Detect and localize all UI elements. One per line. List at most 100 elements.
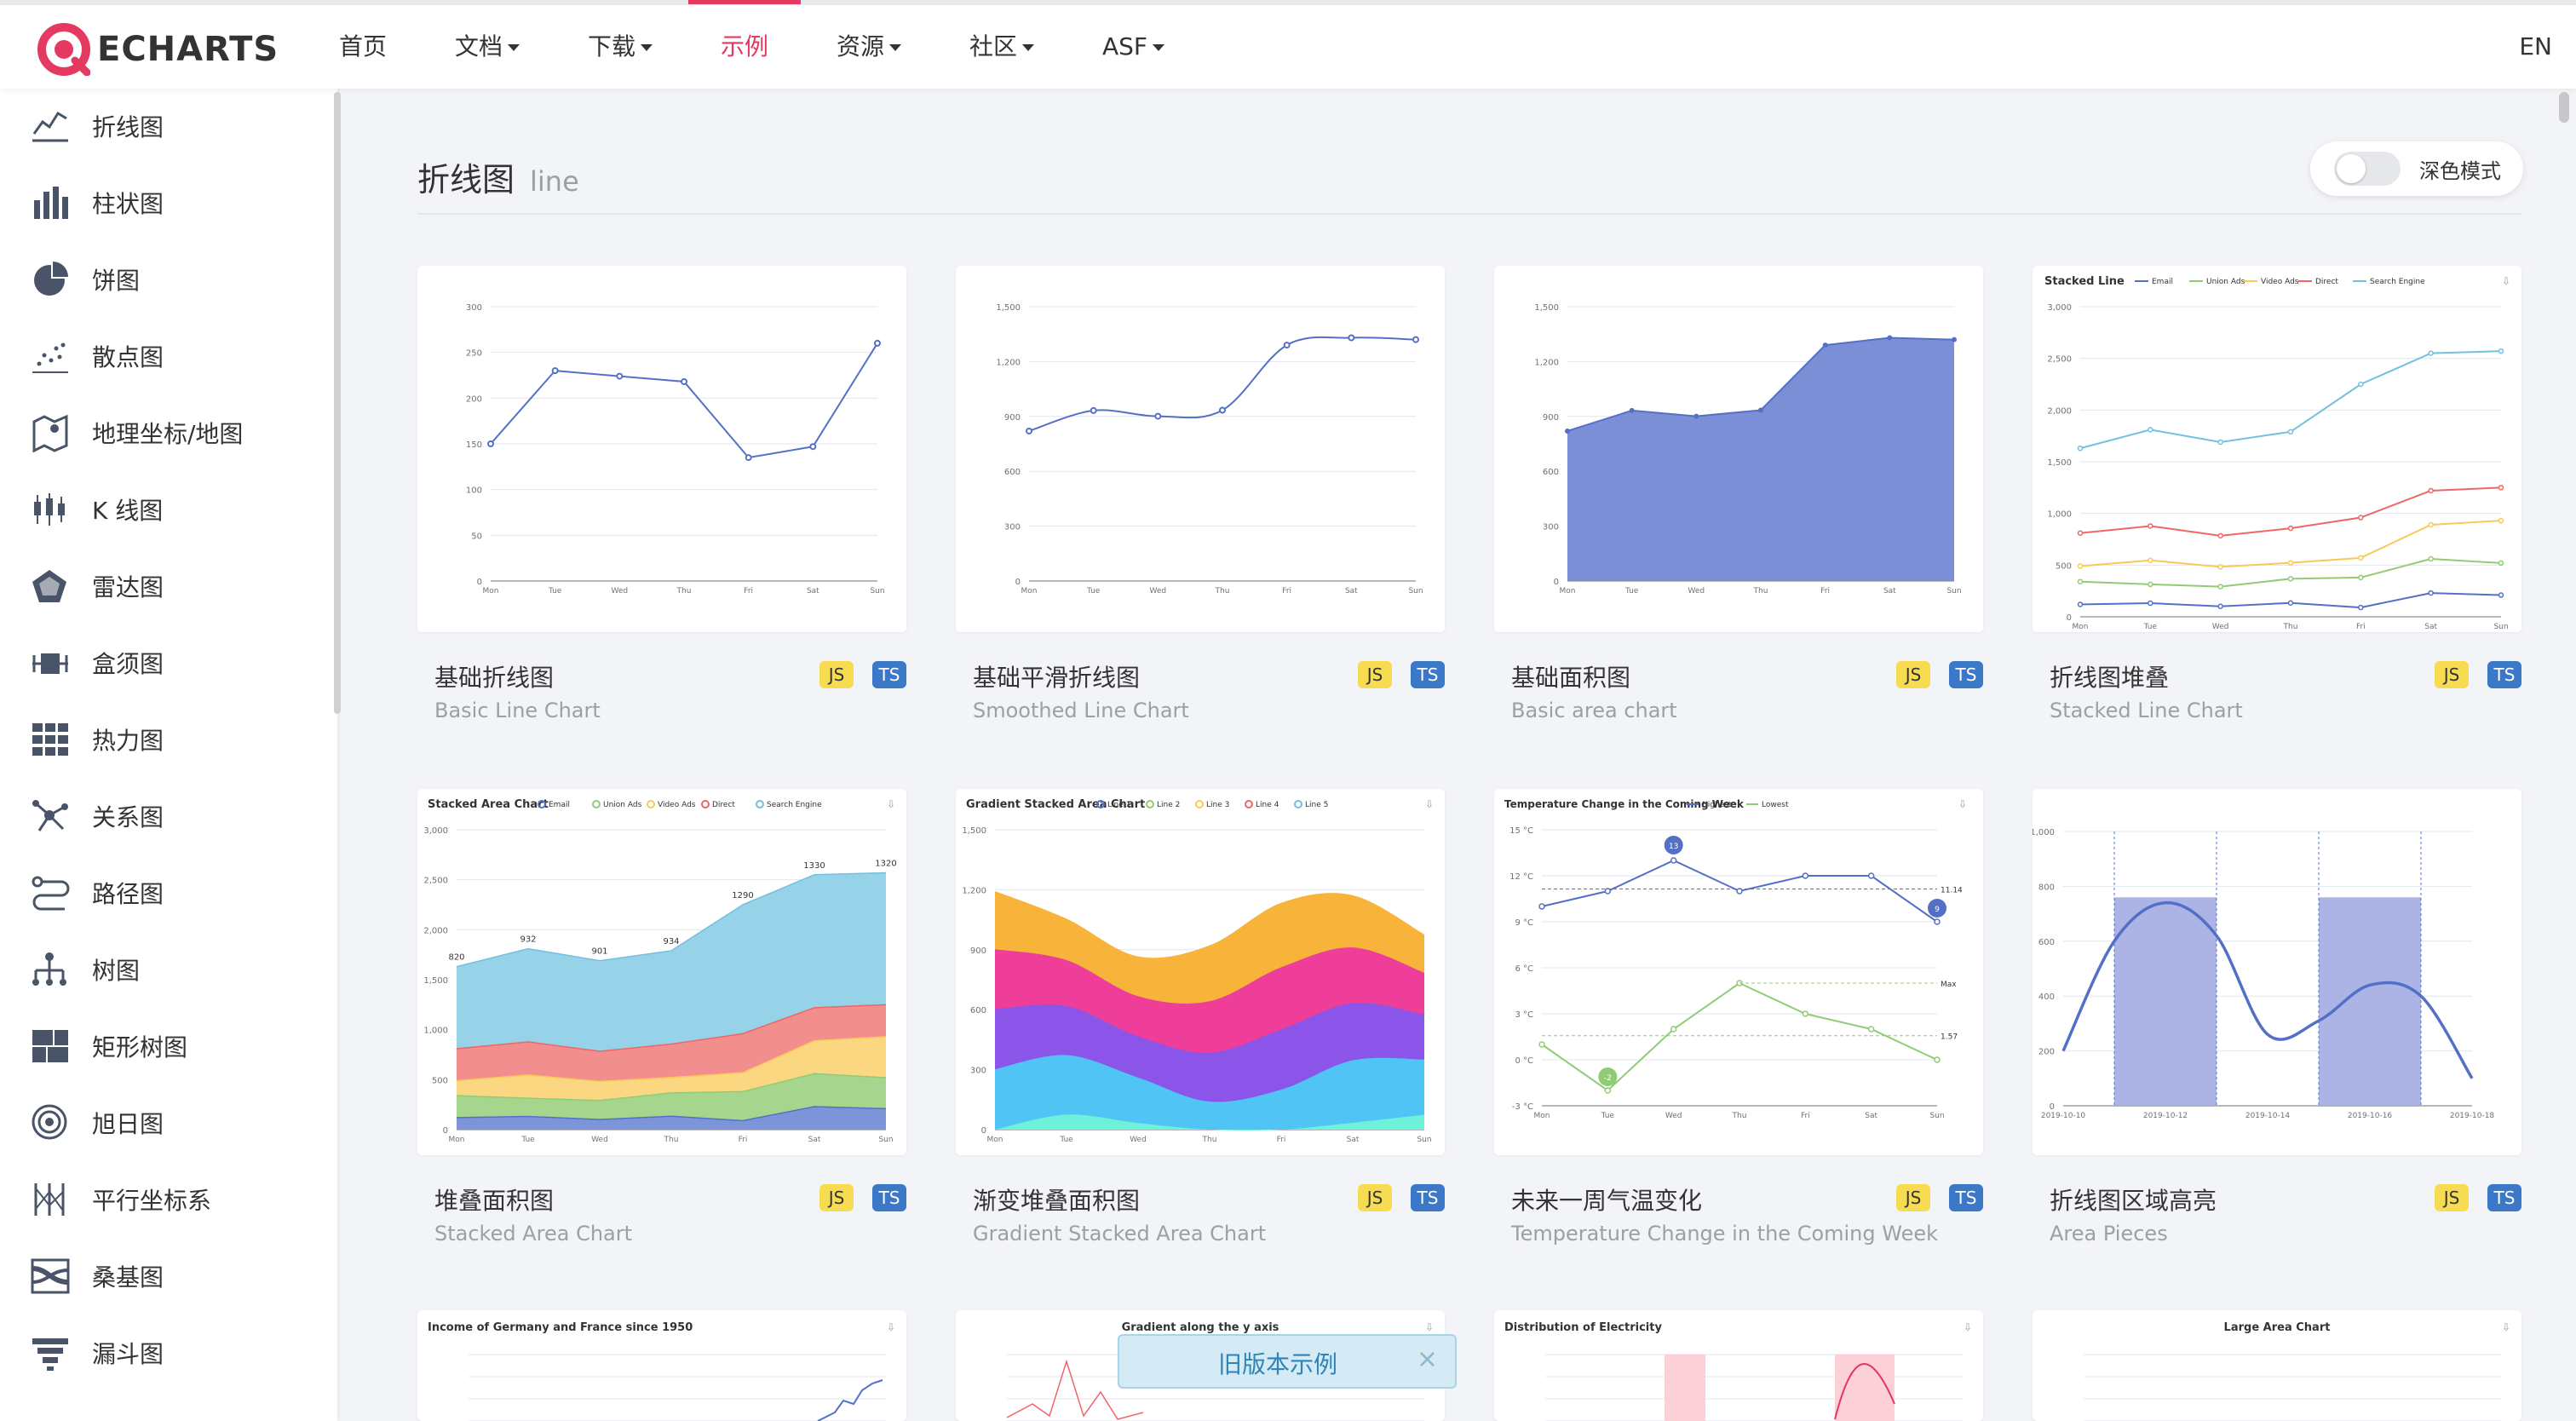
nav-examples[interactable]: 示例 (687, 0, 802, 94)
legend-entry: Line 5 (1305, 801, 1328, 809)
toggle-switch[interactable] (2334, 152, 2401, 186)
sidebar-item-scatter-chart[interactable]: 散点图 (31, 331, 164, 382)
example-thumbnail[interactable]: 0 50 100 150 200 250 300 Mon Tue Wed Thu Fri Sat Sun (417, 266, 906, 632)
sidebar-item-lines[interactable]: 路径图 (31, 867, 164, 918)
x-tick-label: Sat (808, 1136, 821, 1144)
legend-swatch (756, 800, 764, 808)
sidebar-item-line-chart[interactable]: 折线图 (31, 101, 164, 152)
nav-community[interactable]: 社区 (969, 5, 1035, 94)
example-thumbnail[interactable]: Distribution of Electricity ⇩ (1494, 1310, 1983, 1421)
ts-badge[interactable]: TS (1949, 1184, 1983, 1211)
nav-download[interactable]: 下载 (588, 5, 653, 94)
data-point (2148, 600, 2153, 607)
sidebar-item-sunburst[interactable]: 旭日图 (31, 1097, 164, 1148)
example-thumbnail[interactable]: 0 300 600 900 1,200 1,500 Mon Tue Wed Thu Fri Sat Su… (956, 266, 1445, 632)
sidebar-item-pie-chart[interactable]: 饼图 (31, 254, 140, 305)
js-badge[interactable]: JS (2435, 661, 2469, 688)
example-title[interactable]: 堆叠面积图 (434, 1187, 555, 1215)
nav-docs[interactable]: 文档 (455, 5, 520, 94)
example-card[interactable]: 0 300 600 900 1,200 1,500 Mon Tue Wed Thu Fri Sat Su… (956, 266, 1445, 722)
js-badge[interactable]: JS (819, 1184, 854, 1211)
example-thumbnail[interactable]: 0 300 600 900 1,200 1,500 Mon Tue Wed Thu Fri Sat Su… (1494, 266, 1983, 632)
example-thumbnail[interactable]: Stacked Area Chart Email Union Ads Video Ad… (417, 789, 906, 1155)
x-tick-label: Wed (1665, 1112, 1682, 1120)
ts-badge[interactable]: TS (1949, 661, 1983, 688)
sidebar-item-bar-chart[interactable]: 柱状图 (31, 177, 164, 228)
example-title[interactable]: 基础折线图 (434, 664, 555, 692)
example-thumbnail[interactable]: Large Area Chart ⇩ (2033, 1310, 2521, 1421)
example-card[interactable]: Temperature Change in the Coming Week Hig… (1494, 789, 1983, 1246)
area-fill (1567, 337, 1954, 581)
sidebar-item-treemap[interactable]: 矩形树图 (31, 1021, 187, 1072)
data-point (681, 378, 687, 386)
ts-badge[interactable]: TS (2487, 661, 2521, 688)
sidebar-item-graph[interactable]: 关系图 (31, 791, 164, 842)
x-tick-label: Tue (1059, 1136, 1073, 1144)
sidebar-item-label: 矩形树图 (92, 1033, 188, 1061)
sidebar-item-sankey[interactable]: 桑基图 (31, 1251, 164, 1302)
sidebar-item-candlestick[interactable]: K 线图 (31, 484, 163, 535)
x-tick-label: Thu (1202, 1136, 1217, 1144)
example-title[interactable]: 未来一周气温变化 (1511, 1187, 1703, 1215)
example-card[interactable]: Gradient Stacked Area Chart Line 1 Line 2 L… (956, 789, 1445, 1246)
nav-resources[interactable]: 资源 (837, 5, 902, 94)
js-badge[interactable]: JS (1358, 661, 1392, 688)
sidebar-item-parallel[interactable]: 平行坐标系 (31, 1174, 211, 1225)
nav-asf[interactable]: ASF (1102, 5, 1165, 94)
dark-mode-toggle[interactable]: 深色模式 (2310, 141, 2523, 196)
y-tick-label: 1,500 (962, 826, 986, 836)
average-label: 1.57 (1941, 1033, 1958, 1042)
data-point (1538, 1041, 1545, 1048)
page-scrollbar[interactable] (2559, 92, 2569, 123)
js-badge[interactable]: JS (1896, 1184, 1930, 1211)
stacked-area (457, 1107, 886, 1130)
sidebar-item-radar[interactable]: 雷达图 (31, 561, 164, 612)
example-thumbnail[interactable]: Temperature Change in the Coming Week Hig… (1494, 789, 1983, 1155)
example-card[interactable]: Stacked Line Email Union Ads Video Ads Direc… (2033, 266, 2521, 722)
example-title[interactable]: 基础平滑折线图 (973, 664, 1141, 692)
js-badge[interactable]: JS (2435, 1184, 2469, 1211)
map-icon (32, 414, 68, 452)
example-title[interactable]: 折线图区域高亮 (2050, 1187, 2217, 1215)
ts-badge[interactable]: TS (2487, 1184, 2521, 1211)
sidebar-item-map[interactable]: 地理坐标/地图 (31, 407, 243, 458)
example-thumbnail[interactable]: Stacked Line Email Union Ads Video Ads Direc… (2033, 266, 2521, 632)
ts-badge[interactable]: TS (1411, 1184, 1445, 1211)
example-card[interactable]: 0 300 600 900 1,200 1,500 Mon Tue Wed Thu Fri Sat Su… (1494, 266, 1983, 722)
example-card[interactable]: 0 50 100 150 200 250 300 Mon Tue Wed Thu Fri Sat Sun 基… (417, 266, 906, 722)
data-point (1867, 1026, 1875, 1033)
old-version-banner[interactable]: 旧版本示例 × (1118, 1334, 1457, 1389)
y-tick-label: 600 (970, 1006, 986, 1015)
sidebar-item-tree[interactable]: 树图 (31, 944, 140, 995)
example-title[interactable]: 渐变堆叠面积图 (973, 1187, 1141, 1215)
nav-home[interactable]: 首页 (339, 32, 388, 60)
close-icon[interactable]: × (1416, 1344, 1438, 1374)
chart-title: Temperature Change in the Coming Week (1504, 798, 1745, 810)
ts-badge[interactable]: TS (1411, 661, 1445, 688)
x-tick-label: Tue (1624, 587, 1639, 595)
y-tick-label: 2,500 (423, 877, 448, 886)
ts-badge[interactable]: TS (872, 661, 906, 688)
sidebar-item-label: 折线图 (92, 113, 164, 141)
y-tick-label: 2,000 (423, 926, 448, 935)
sidebar-scrollbar[interactable] (334, 92, 341, 714)
top-navbar: ECHARTS 首页 文档 下载 示例 资源 社区 ASF EN (0, 0, 2576, 89)
echarts-logo[interactable]: ECHARTS (37, 22, 279, 77)
ts-badge[interactable]: TS (872, 1184, 906, 1211)
sidebar-item-boxplot[interactable]: 盒须图 (31, 637, 164, 688)
sidebar-item-funnel[interactable]: 漏斗图 (31, 1327, 164, 1378)
js-badge[interactable]: JS (1896, 661, 1930, 688)
js-badge[interactable]: JS (819, 661, 854, 688)
example-thumbnail[interactable]: Income of Germany and France since 1950 ⇩ (417, 1310, 906, 1421)
js-badge[interactable]: JS (1358, 1184, 1392, 1211)
example-card[interactable]: 0 200 400 600 800 1,000 2019-10-10 2019-10-12 20… (2033, 789, 2521, 1246)
example-card[interactable]: Stacked Area Chart Email Union Ads Video Ad… (417, 789, 906, 1246)
old-version-link[interactable]: 旧版本示例 (1218, 1350, 1338, 1378)
data-point (2077, 563, 2084, 569)
language-switch[interactable]: EN (2519, 32, 2552, 60)
sidebar-item-heatmap[interactable]: 热力图 (31, 714, 164, 765)
example-thumbnail[interactable]: 0 200 400 600 800 1,000 2019-10-10 2019-10-12 20… (2033, 789, 2521, 1155)
example-title[interactable]: 基础面积图 (1511, 664, 1631, 692)
example-title[interactable]: 折线图堆叠 (2050, 664, 2170, 692)
